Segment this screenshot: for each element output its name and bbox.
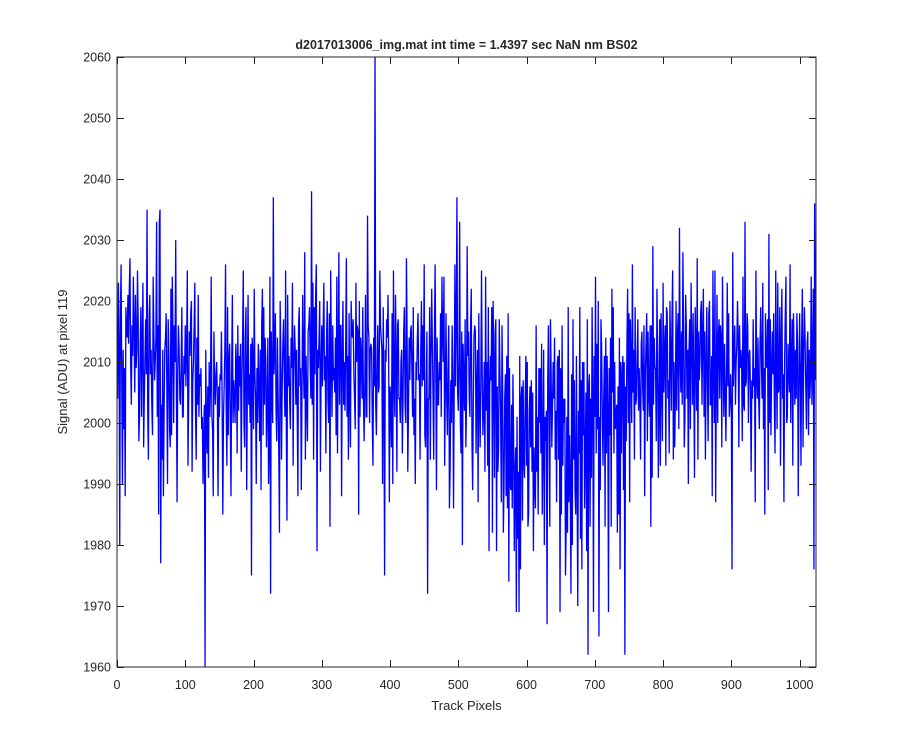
- x-tick-label: 500: [448, 678, 469, 692]
- y-tick-label: 2050: [83, 112, 111, 126]
- y-tick-label: 2020: [83, 295, 111, 309]
- y-tick-label: 2000: [83, 417, 111, 431]
- x-tick-label: 300: [311, 678, 332, 692]
- x-tick-label: 700: [584, 678, 605, 692]
- y-tick-label: 1970: [83, 600, 111, 614]
- x-tick-label: 100: [175, 678, 196, 692]
- y-tick-label: 2010: [83, 356, 111, 370]
- x-tick-label: 900: [721, 678, 742, 692]
- y-tick-label: 2060: [83, 51, 111, 65]
- y-tick-label: 2040: [83, 173, 111, 187]
- series-line-1: [117, 57, 816, 667]
- x-tick-label: 600: [516, 678, 537, 692]
- x-tick-label: 200: [243, 678, 264, 692]
- y-axis: 1960 1970 1980 1990 2000 2010 2020 2030 2040 2050…: [83, 51, 816, 675]
- y-tick-label: 2030: [83, 234, 111, 248]
- x-tick-label: 400: [380, 678, 401, 692]
- x-tick-label: 0: [114, 678, 121, 692]
- chart-title: d2017013006_img.mat int time = 1.4397 se…: [295, 38, 637, 52]
- y-tick-label: 1960: [83, 661, 111, 675]
- x-axis: 0 100 200 300 400 500 600 700 800 900 1000: [114, 57, 814, 692]
- y-tick-label: 1990: [83, 478, 111, 492]
- series-layer: [117, 57, 816, 667]
- x-tick-label: 1000: [786, 678, 814, 692]
- x-tick-label: 800: [653, 678, 674, 692]
- y-axis-label: Signal (ADU) at pixel 119: [55, 290, 70, 435]
- x-axis-label: Track Pixels: [431, 698, 502, 713]
- y-tick-label: 1980: [83, 539, 111, 553]
